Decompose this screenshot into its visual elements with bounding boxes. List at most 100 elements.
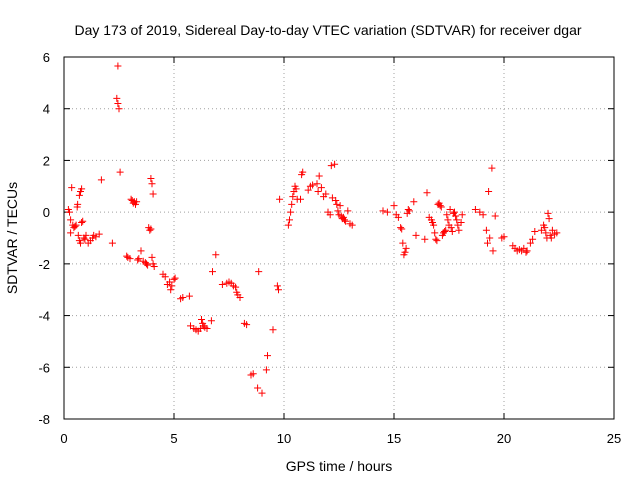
y-tick-label: 6 — [43, 50, 50, 65]
data-point — [255, 268, 263, 276]
data-point — [332, 197, 340, 205]
data-point — [287, 208, 295, 216]
data-point — [412, 231, 420, 239]
y-tick-label: -4 — [38, 309, 50, 324]
data-point — [262, 366, 270, 374]
data-point — [348, 221, 356, 229]
x-tick-label: 20 — [497, 431, 511, 446]
data-point — [553, 229, 561, 237]
data-point — [334, 207, 342, 215]
data-point — [71, 222, 79, 230]
data-point — [74, 200, 82, 208]
data-point — [410, 198, 418, 206]
data-point — [147, 225, 155, 233]
data-point — [67, 229, 75, 237]
data-point — [484, 239, 491, 247]
data-point — [333, 200, 341, 208]
data-point — [198, 315, 205, 323]
data-point — [437, 203, 445, 211]
data-point — [81, 235, 89, 243]
data-point — [209, 268, 216, 276]
data-point — [314, 187, 322, 195]
data-point — [446, 206, 454, 214]
data-point — [390, 202, 398, 210]
data-point — [398, 225, 406, 233]
data-point — [78, 218, 86, 226]
data-point — [401, 248, 409, 256]
y-axis-label: SDTVAR / TECUs — [4, 182, 20, 294]
data-point — [529, 235, 537, 243]
data-point — [218, 281, 226, 289]
data-point — [148, 253, 156, 261]
data-point — [315, 172, 323, 180]
data-points — [64, 62, 561, 397]
data-point — [430, 221, 438, 229]
data-point — [404, 206, 412, 214]
data-point — [137, 247, 145, 255]
data-point — [297, 195, 304, 203]
data-point — [97, 176, 105, 184]
y-tick-label: -8 — [38, 412, 50, 427]
y-tick-label: -6 — [38, 360, 50, 375]
data-point — [170, 275, 178, 283]
data-point — [548, 226, 556, 234]
data-point — [207, 317, 215, 325]
x-axis-label: GPS time / hours — [286, 458, 393, 474]
data-point — [249, 370, 257, 378]
data-point — [471, 206, 479, 214]
data-point — [179, 293, 187, 301]
data-point — [276, 195, 284, 203]
data-point — [545, 215, 553, 223]
data-point — [146, 226, 154, 234]
data-point — [108, 239, 116, 247]
data-point — [448, 228, 456, 236]
data-point — [236, 293, 244, 301]
data-point — [67, 216, 75, 224]
data-point — [171, 274, 179, 282]
data-point — [444, 216, 452, 224]
y-tick-label: 4 — [43, 102, 50, 117]
data-point — [167, 286, 175, 294]
data-point — [489, 247, 497, 255]
data-point — [232, 283, 240, 291]
y-tick-label: 0 — [43, 205, 50, 220]
data-point — [304, 186, 312, 194]
data-point — [254, 384, 262, 392]
data-point — [531, 228, 539, 236]
data-point — [75, 191, 83, 199]
data-point — [289, 193, 297, 201]
data-point — [451, 208, 458, 216]
data-point — [309, 181, 317, 189]
data-point — [458, 211, 466, 219]
data-point — [203, 325, 211, 332]
data-point — [327, 162, 335, 170]
data-point — [488, 164, 496, 172]
data-point — [432, 235, 440, 243]
data-point — [452, 212, 460, 220]
data-point — [421, 235, 429, 243]
x-tick-label: 0 — [60, 431, 67, 446]
data-point — [161, 273, 169, 281]
data-point — [394, 213, 402, 221]
data-point — [134, 256, 142, 264]
data-point — [336, 202, 344, 210]
data-point — [317, 184, 325, 192]
x-tick-label: 15 — [387, 431, 401, 446]
data-point — [447, 224, 455, 232]
data-point — [541, 224, 549, 232]
y-tick-label: 2 — [43, 153, 50, 168]
data-point — [144, 261, 152, 269]
data-point — [402, 244, 410, 252]
data-point — [243, 321, 251, 329]
data-point — [479, 211, 487, 219]
data-point — [522, 248, 530, 256]
x-tick-label: 25 — [607, 431, 621, 446]
data-point — [423, 189, 431, 197]
data-point — [149, 190, 157, 198]
data-point — [326, 211, 334, 219]
data-point — [523, 247, 531, 255]
y-tick-label: -2 — [38, 257, 50, 272]
data-point — [114, 100, 122, 108]
data-point — [453, 216, 461, 224]
